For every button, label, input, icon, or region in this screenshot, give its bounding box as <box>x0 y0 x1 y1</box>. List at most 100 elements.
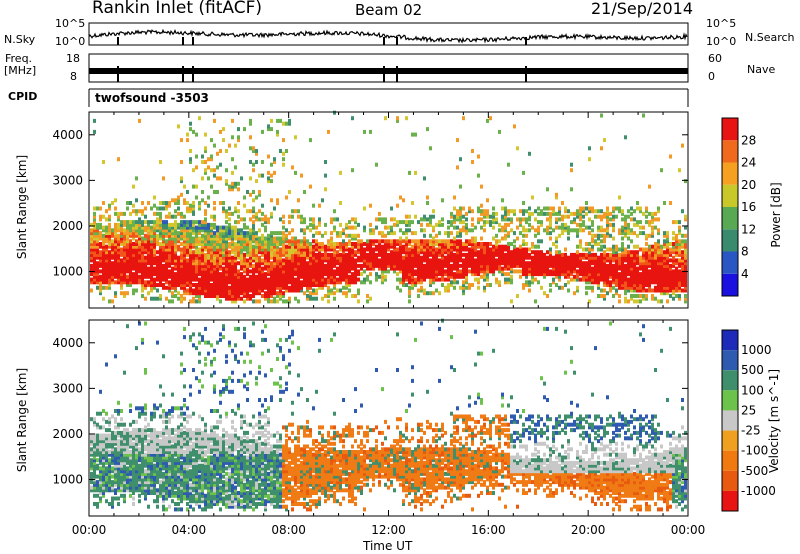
power-cell <box>456 250 459 255</box>
power-cell <box>582 269 585 274</box>
power-cell <box>636 272 639 277</box>
power-cell <box>468 247 471 252</box>
power-cell <box>174 255 177 260</box>
power-cell <box>606 222 609 227</box>
power-cell <box>258 239 261 244</box>
power-cell <box>423 263 426 268</box>
power-cell <box>492 244 495 249</box>
power-cell <box>276 252 279 257</box>
power-cell <box>219 266 222 271</box>
power-cell <box>267 283 270 287</box>
power-cell <box>579 209 582 214</box>
velocity-cell <box>129 466 132 471</box>
power-cell <box>498 283 501 287</box>
power-cell <box>297 266 300 271</box>
power-cell <box>255 269 258 274</box>
power-cell <box>384 217 387 222</box>
power-cell <box>267 220 270 225</box>
power-cell <box>480 242 483 246</box>
power-cell <box>390 244 393 249</box>
power-cell <box>426 244 429 249</box>
power-cell <box>597 225 600 230</box>
power-cell <box>579 214 582 219</box>
power-cell <box>105 252 108 257</box>
power-cell <box>201 228 204 233</box>
power-cell <box>135 239 138 244</box>
power-cell <box>345 266 348 271</box>
power-cell <box>354 252 357 257</box>
power-cell <box>456 239 459 244</box>
power-cell <box>360 244 363 249</box>
power-cell <box>159 217 162 222</box>
power-cell <box>165 228 168 233</box>
power-cell <box>492 269 495 274</box>
power-cell <box>588 285 591 290</box>
power-cell <box>258 283 261 287</box>
power-cell <box>231 266 234 271</box>
power-cell <box>279 261 282 266</box>
velocity-cell <box>117 502 120 506</box>
power-cell <box>117 274 120 279</box>
power-cell <box>309 252 312 257</box>
power-cell <box>672 272 675 277</box>
power-cell <box>663 258 666 263</box>
power-cell <box>351 236 354 241</box>
power-cell <box>123 242 126 246</box>
power-cell <box>411 231 414 236</box>
power-cell <box>540 239 543 244</box>
power-cell <box>195 228 198 233</box>
power-cell <box>150 263 153 268</box>
power-cell <box>303 190 306 194</box>
power-cell <box>228 252 231 257</box>
power-cell <box>456 225 459 230</box>
velocity-cell <box>132 458 135 463</box>
power-cell <box>390 217 393 222</box>
velocity-cell <box>108 471 111 476</box>
power-cell <box>429 266 432 271</box>
velocity-cell <box>144 474 147 479</box>
power-cell <box>291 258 294 263</box>
power-cell <box>501 252 504 257</box>
power-cell <box>438 263 441 268</box>
power-cell <box>675 280 678 285</box>
velocity-cell <box>120 409 123 413</box>
power-cell <box>231 247 234 252</box>
power-cell <box>495 252 498 257</box>
power-cell <box>573 277 576 282</box>
power-cell <box>549 250 552 255</box>
velocity-cell <box>123 436 126 441</box>
power-cell <box>327 294 330 298</box>
power-cell <box>177 291 180 296</box>
power-cell <box>126 274 129 279</box>
power-cell <box>672 291 675 296</box>
power-cell <box>372 261 375 266</box>
power-cell <box>210 214 213 219</box>
velocity-cell <box>138 439 141 444</box>
power-cell <box>135 211 138 216</box>
power-cell <box>369 263 372 268</box>
power-cell <box>207 157 210 162</box>
power-cell <box>333 217 336 222</box>
velocity-cell <box>138 430 141 435</box>
power-cell <box>123 250 126 255</box>
power-cell <box>135 258 138 263</box>
power-cell <box>213 269 216 274</box>
velocity-cell <box>132 477 135 482</box>
power-cell <box>99 269 102 274</box>
power-cell <box>258 272 261 277</box>
power-cell <box>471 228 474 233</box>
power-cell <box>237 261 240 266</box>
velocity-cell <box>105 447 108 452</box>
power-cell <box>405 247 408 252</box>
power-cell <box>495 242 498 246</box>
power-cell <box>462 263 465 268</box>
power-cell <box>132 252 135 257</box>
power-cell <box>279 250 282 255</box>
power-cell <box>315 244 318 249</box>
power-cell <box>486 220 489 225</box>
power-cell <box>453 261 456 266</box>
power-cell <box>171 239 174 244</box>
power-cell <box>207 233 210 238</box>
power-cell <box>210 258 213 263</box>
power-cell <box>624 263 627 268</box>
